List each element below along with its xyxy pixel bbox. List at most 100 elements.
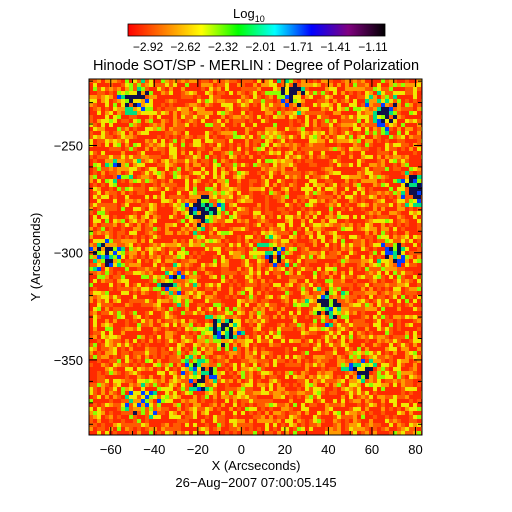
heatmap-cell [361, 343, 365, 347]
heatmap-cell [257, 303, 261, 307]
heatmap-cell [277, 147, 281, 151]
heatmap-cell [165, 427, 169, 431]
heatmap-cell [341, 123, 345, 127]
heatmap-cell [377, 167, 381, 171]
heatmap-cell [129, 263, 133, 267]
heatmap-cell [381, 183, 385, 187]
heatmap-cell [321, 195, 325, 199]
heatmap-cell [201, 135, 205, 139]
heatmap-cell [349, 139, 353, 143]
heatmap-cell [349, 275, 353, 279]
heatmap-cell [417, 239, 421, 243]
heatmap-cell [369, 295, 373, 299]
heatmap-cell [277, 327, 281, 331]
heatmap-cell [269, 379, 273, 383]
plot-frame [88, 78, 423, 436]
heatmap-cell [225, 107, 229, 111]
heatmap-cell [397, 255, 401, 259]
heatmap-cell [297, 411, 301, 415]
heatmap-cell [109, 279, 113, 283]
heatmap-cell [221, 115, 225, 119]
heatmap-cell [121, 95, 125, 99]
heatmap-cell [109, 287, 113, 291]
heatmap-cell [381, 119, 385, 123]
heatmap-cell [321, 419, 325, 423]
heatmap-cell [417, 131, 421, 135]
heatmap-cell [329, 367, 333, 371]
heatmap-cell [149, 83, 153, 87]
heatmap-cell [377, 379, 381, 383]
heatmap-cell [265, 143, 269, 147]
heatmap-cell [269, 151, 273, 155]
heatmap-cell [149, 319, 153, 323]
heatmap-cell [397, 275, 401, 279]
heatmap-cell [241, 219, 245, 223]
heatmap-cell [377, 159, 381, 163]
heatmap-cell [153, 111, 157, 115]
heatmap-cell [201, 167, 205, 171]
heatmap-cell [161, 79, 165, 83]
heatmap-cell [177, 403, 181, 407]
heatmap-cell [381, 131, 385, 135]
heatmap-cell [417, 247, 421, 251]
heatmap-cell [381, 363, 385, 367]
heatmap-cell [285, 363, 289, 367]
heatmap-cell [129, 95, 133, 99]
heatmap-cell [317, 347, 321, 351]
heatmap-cell [221, 263, 225, 267]
heatmap-cell [221, 403, 225, 407]
heatmap-cell [189, 239, 193, 243]
heatmap-cell [193, 79, 197, 83]
heatmap-cell [293, 423, 297, 427]
heatmap-cell [393, 431, 397, 435]
heatmap-cell [157, 395, 161, 399]
heatmap-cell [229, 203, 233, 207]
heatmap-cell [165, 119, 169, 123]
heatmap-cell [349, 207, 353, 211]
heatmap-cell [193, 243, 197, 247]
heatmap-cell [373, 431, 377, 435]
heatmap-cell [237, 215, 241, 219]
heatmap-cell [377, 171, 381, 175]
heatmap-cell [173, 359, 177, 363]
heatmap-cell [385, 139, 389, 143]
heatmap-cell [101, 263, 105, 267]
heatmap-cell [365, 115, 369, 119]
heatmap-cell [313, 191, 317, 195]
heatmap-cell [317, 315, 321, 319]
heatmap-cell [305, 279, 309, 283]
heatmap-cell [377, 295, 381, 299]
heatmap-cell [385, 427, 389, 431]
heatmap-cell [157, 187, 161, 191]
heatmap-cell [109, 167, 113, 171]
heatmap-cell [153, 331, 157, 335]
heatmap-cell [213, 235, 217, 239]
heatmap-cell [105, 119, 109, 123]
heatmap-cell [209, 371, 213, 375]
heatmap-cell [161, 151, 165, 155]
heatmap-cell [173, 159, 177, 163]
heatmap-cell [161, 311, 165, 315]
heatmap-cell [357, 423, 361, 427]
heatmap-cell [393, 83, 397, 87]
heatmap-cell [249, 323, 253, 327]
heatmap-cell [193, 251, 197, 255]
heatmap-cell [193, 283, 197, 287]
heatmap-cell [377, 339, 381, 343]
heatmap-cell [213, 391, 217, 395]
heatmap-cell [353, 303, 357, 307]
heatmap-cell [173, 275, 177, 279]
heatmap-cell [149, 383, 153, 387]
heatmap-cell [309, 111, 313, 115]
heatmap-cell [117, 271, 121, 275]
heatmap-cell [293, 371, 297, 375]
heatmap-cell [113, 143, 117, 147]
heatmap-cell [297, 255, 301, 259]
heatmap-cell [345, 175, 349, 179]
heatmap-cell [241, 291, 245, 295]
heatmap-cell [193, 159, 197, 163]
heatmap-cell [277, 267, 281, 271]
heatmap-cell [305, 399, 309, 403]
heatmap-cell [297, 323, 301, 327]
heatmap-cell [285, 375, 289, 379]
